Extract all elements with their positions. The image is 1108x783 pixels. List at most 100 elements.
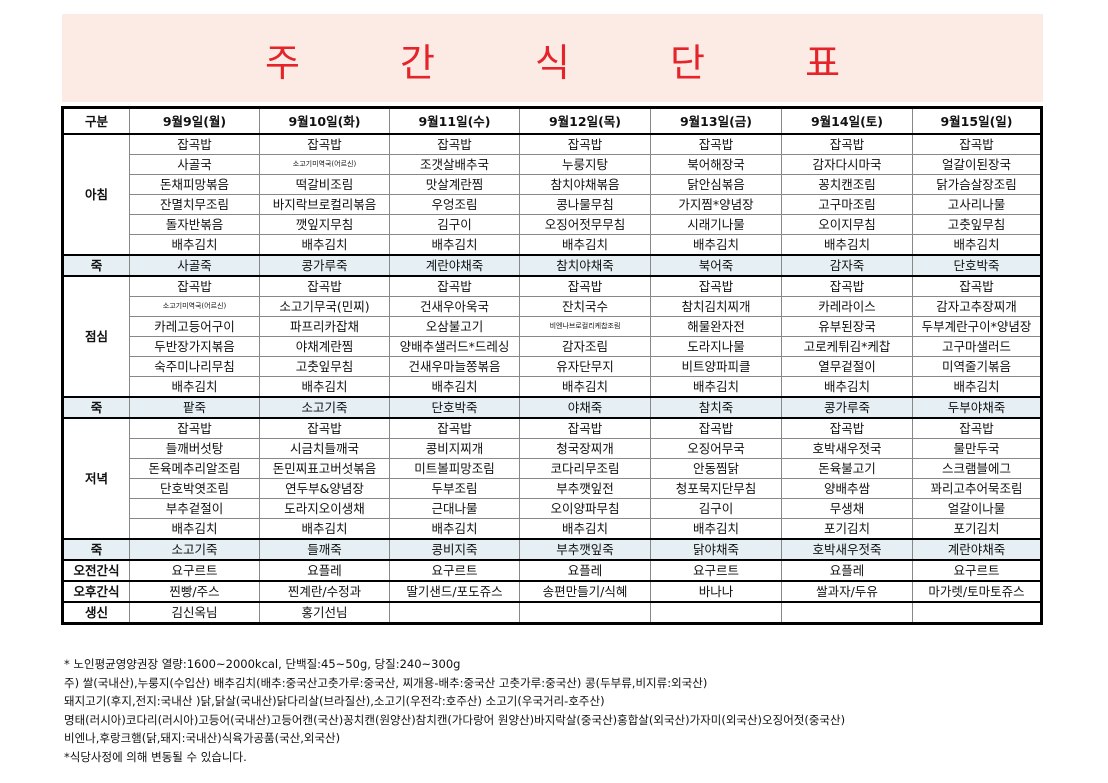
dinner-label: 저녁 bbox=[62, 417, 130, 540]
menu-item: 두반장가지볶음 bbox=[129, 336, 260, 357]
menu-item: 잡곡밥 bbox=[389, 133, 520, 155]
menu-item: 파프리카잡채 bbox=[259, 316, 390, 337]
juk1-label: 죽 bbox=[62, 254, 130, 277]
menu-item: 건새우아욱국 bbox=[389, 296, 520, 317]
menu-item: 고사리나물 bbox=[912, 194, 1042, 215]
menu-item: 얼갈이된장국 bbox=[912, 154, 1042, 175]
menu-item: 잡곡밥 bbox=[912, 417, 1042, 439]
menu-item: 잡곡밥 bbox=[650, 275, 782, 297]
menu-item: 쌀과자/두유 bbox=[781, 580, 913, 603]
menu-item: 콩나물무침 bbox=[519, 194, 651, 215]
menu-item: 돌자반볶음 bbox=[129, 214, 260, 235]
dinner-row: 저녁 잡곡밥 잡곡밥 잡곡밥 잡곡밥 잡곡밥 잡곡밥 잡곡밥 bbox=[62, 417, 1042, 540]
dinner-row: 들깨버섯탕 시금치들깨국 콩비지찌개 청국장찌개 오징어무국 호박새우젓국 물만두국 bbox=[63, 438, 1042, 459]
day-header: 9월14일(토) bbox=[781, 107, 913, 135]
weekly-menu-table: 구분 9월9일(월) 9월10일(화) 9월11일(수) 9월12일(목) 9월13일(금… bbox=[61, 106, 1043, 625]
menu-item: 고구마샐러드 bbox=[912, 336, 1042, 357]
menu-item: 맛살계란찜 bbox=[389, 174, 520, 195]
menu-item: 꽁치캔조림 bbox=[781, 174, 913, 195]
menu-item: 요플레 bbox=[781, 559, 913, 582]
menu-item: 배추김치 bbox=[389, 518, 520, 540]
menu-item: 닭야채죽 bbox=[650, 538, 782, 561]
menu-item: 북어죽 bbox=[650, 254, 782, 277]
menu-item: 배추김치 bbox=[912, 376, 1042, 398]
menu-item: 누룽지탕 bbox=[519, 154, 651, 175]
menu-item: 잡곡밥 bbox=[650, 133, 782, 155]
menu-item: 소고기미역국(어르신) bbox=[129, 296, 260, 317]
menu-item: 유부된장국 bbox=[781, 316, 913, 337]
menu-item: 카레고등어구이 bbox=[129, 316, 260, 337]
menu-item: 잡곡밥 bbox=[781, 133, 913, 155]
menu-item: 배추김치 bbox=[129, 234, 260, 256]
menu-item: 잡곡밥 bbox=[129, 133, 260, 155]
menu-item: 안동찜닭 bbox=[650, 458, 782, 479]
menu-item: 두부야채죽 bbox=[912, 396, 1042, 419]
menu-item: 코다리무조림 bbox=[519, 458, 651, 479]
menu-item: 배추김치 bbox=[912, 234, 1042, 256]
menu-item: 배추김치 bbox=[650, 376, 782, 398]
menu-item: 돈육메추리알조림 bbox=[129, 458, 260, 479]
menu-item bbox=[519, 601, 651, 624]
menu-item: 배추김치 bbox=[259, 376, 390, 398]
breakfast-row: 돌자반볶음 깻잎지무침 김구이 오징어젓무무침 시래기나물 오이지무침 고춧잎무침 bbox=[63, 214, 1042, 235]
breakfast-label: 아침 bbox=[62, 133, 130, 256]
menu-item: 양배추쌈 bbox=[781, 478, 913, 499]
menu-item: 호박새우젓죽 bbox=[781, 538, 913, 561]
menu-item: 잡곡밥 bbox=[519, 417, 651, 439]
menu-item: 양배추샐러드*드레싱 bbox=[389, 336, 520, 357]
menu-item: 돈육불고기 bbox=[781, 458, 913, 479]
dinner-row: 단호박엿조림 연두부&양념장 두부조림 부추깻잎전 청포묵지단무침 양배추쌈 꽈리고추어묵조… bbox=[63, 478, 1042, 499]
menu-item: 물만두국 bbox=[912, 438, 1042, 459]
menu-item: 감자조림 bbox=[519, 336, 651, 357]
pm_snack-label: 오후간식 bbox=[62, 580, 130, 603]
menu-item: 잡곡밥 bbox=[781, 417, 913, 439]
juk2-label: 죽 bbox=[62, 396, 130, 419]
menu-item: 근대나물 bbox=[389, 498, 520, 519]
menu-item: 들깨버섯탕 bbox=[129, 438, 260, 459]
lunch-row: 점심 잡곡밥 잡곡밥 잡곡밥 잡곡밥 잡곡밥 잡곡밥 잡곡밥 bbox=[62, 275, 1042, 398]
lunch-row: 숙주미나리무침 고춧잎무침 건새우마늘쫑볶음 유자단무지 비트양파피클 열무겉절이 미역줄기… bbox=[63, 356, 1042, 377]
breakfast-row: 돈채피망볶음 떡갈비조림 맛살계란찜 참치야채볶음 닭안심볶음 꽁치캔조림 닭가슴살장조림 bbox=[63, 174, 1042, 195]
menu-item: 사골죽 bbox=[129, 254, 260, 277]
menu-item: 해물완자전 bbox=[650, 316, 782, 337]
menu-item: 유자단무지 bbox=[519, 356, 651, 377]
menu-item: 단호박엿조림 bbox=[129, 478, 260, 499]
menu-item: 카레라이스 bbox=[781, 296, 913, 317]
day-header: 9월9일(월) bbox=[129, 107, 260, 135]
menu-item: 잡곡밥 bbox=[259, 275, 390, 297]
menu-item: 요구르트 bbox=[912, 559, 1042, 582]
menu-item: 가지찜*양념장 bbox=[650, 194, 782, 215]
day-header: 9월10일(화) bbox=[259, 107, 390, 135]
menu-item: 청국장찌개 bbox=[519, 438, 651, 459]
notes-section: * 노인평균영양권장 열량:1600~2000kcal, 단백질:45~50g,… bbox=[64, 655, 845, 766]
menu-item bbox=[781, 601, 913, 624]
menu-item: 잔치국수 bbox=[519, 296, 651, 317]
am_snack-row: 오전간식 요구르트 요플레 요구르트 요플레 요구르트 요플레 요구르트 bbox=[62, 559, 1042, 582]
menu-item: 요구르트 bbox=[650, 559, 782, 582]
menu-item: 잡곡밥 bbox=[389, 275, 520, 297]
menu-item: 잡곡밥 bbox=[519, 133, 651, 155]
lunch-row: 배추김치 배추김치 배추김치 배추김치 배추김치 배추김치 배추김치 bbox=[63, 376, 1042, 398]
menu-item: 찐계란/수정과 bbox=[259, 580, 390, 603]
menu-item: 배추김치 bbox=[389, 234, 520, 256]
menu-item: 팥죽 bbox=[129, 396, 260, 419]
menu-item: 사골국 bbox=[129, 154, 260, 175]
menu-item: 부추겉절이 bbox=[129, 498, 260, 519]
birthday-row: 생신 김신옥님 홍기선님 bbox=[62, 601, 1042, 624]
juk3-label: 죽 bbox=[62, 538, 130, 561]
menu-item: 두부조림 bbox=[389, 478, 520, 499]
menu-item: 잡곡밥 bbox=[519, 275, 651, 297]
menu-item: 요구르트 bbox=[129, 559, 260, 582]
menu-item: 잡곡밥 bbox=[129, 417, 260, 439]
menu-item: 소고기무국(민찌) bbox=[259, 296, 390, 317]
menu-item: 콩가루죽 bbox=[259, 254, 390, 277]
menu-item: 부추깻잎죽 bbox=[519, 538, 651, 561]
menu-item: 포기김치 bbox=[781, 518, 913, 540]
menu-item: 꽈리고추어묵조림 bbox=[912, 478, 1042, 499]
menu-item: 단호박죽 bbox=[912, 254, 1042, 277]
note-line: *식당사정에 의해 변동될 수 있습니다. bbox=[64, 749, 247, 764]
menu-item: 고로케튀김*케찹 bbox=[781, 336, 913, 357]
menu-item: 도라지나물 bbox=[650, 336, 782, 357]
day-header: 9월15일(일) bbox=[912, 107, 1042, 135]
menu-item: 딸기샌드/포도쥬스 bbox=[389, 580, 520, 603]
